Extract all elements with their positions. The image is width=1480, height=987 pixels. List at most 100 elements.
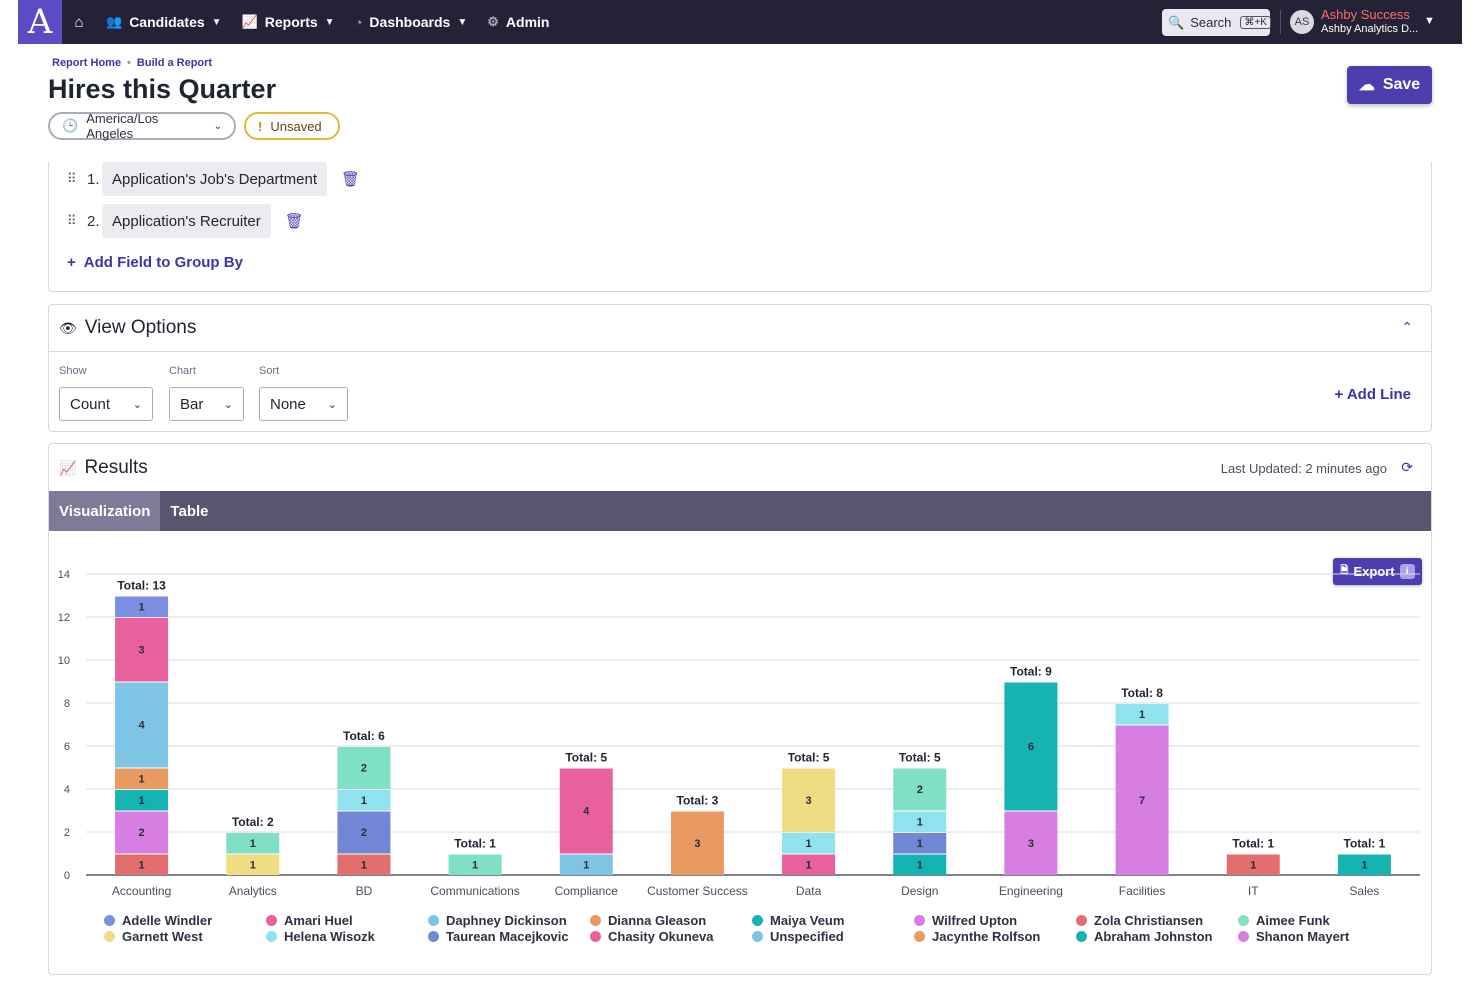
legend-label: Garnett West — [122, 929, 203, 944]
bar-segment — [1004, 811, 1058, 875]
legend-item[interactable]: Daphney Dickinson — [428, 913, 590, 928]
legend-swatch — [1076, 931, 1087, 942]
trash-icon[interactable]: 🗑 — [341, 171, 361, 188]
add-line-button[interactable]: + Add Line — [1334, 386, 1411, 403]
legend-item[interactable]: Shanon Mayert — [1238, 929, 1400, 944]
nav-divider — [1280, 10, 1281, 34]
bar-segment-label: 4 — [139, 720, 146, 732]
save-button[interactable]: ☁ Save — [1347, 66, 1432, 104]
tab-visualization[interactable]: Visualization — [49, 491, 161, 531]
bar-segment — [1226, 854, 1280, 875]
legend-item[interactable]: Helena Wisozk — [266, 929, 428, 944]
breadcrumb-build-report[interactable]: Build a Report — [136, 57, 213, 69]
nav-reports[interactable]: 📈 Reports ▼ — [232, 0, 345, 44]
y-tick-label: 8 — [64, 698, 70, 710]
tab-table[interactable]: Table — [170, 502, 209, 520]
legend-label: Amari Huel — [284, 913, 353, 928]
legend-item[interactable]: Zola Christiansen — [1076, 913, 1238, 928]
bar-segment — [893, 768, 947, 811]
y-tick-label: 10 — [58, 655, 70, 667]
ashby-logo[interactable]: A — [18, 0, 62, 44]
bar-segment — [893, 811, 947, 832]
chart-type-select[interactable]: Bar ⌄ — [169, 387, 244, 421]
x-tick-label: Data — [796, 884, 822, 898]
drag-handle-icon[interactable]: ⠿ — [67, 213, 77, 228]
nav-dashboards[interactable]: ◔ Dashboards ▼ — [345, 0, 478, 44]
bar-total-label: Total: 13 — [117, 579, 166, 593]
legend-item[interactable]: Taurean Macejkovic — [428, 929, 590, 944]
bar-segment — [115, 854, 169, 875]
view-options-header[interactable]: 👁 View Options — [49, 305, 1431, 352]
bar-segment — [1115, 725, 1169, 875]
home-icon[interactable]: ⌂ — [74, 13, 84, 31]
group-by-field[interactable]: Application's Recruiter — [102, 204, 271, 238]
bar-segment — [115, 618, 169, 682]
timezone-select[interactable]: 🕒 America/Los Angeles ⌄ — [48, 111, 236, 141]
avatar[interactable]: AS — [1290, 10, 1314, 34]
legend-item[interactable]: Dianna Gleason — [590, 913, 752, 928]
last-updated-text: Last Updated: 2 minutes ago — [1220, 461, 1387, 476]
bar-segment-label: 1 — [917, 859, 923, 871]
drag-handle-icon[interactable]: ⠿ — [67, 171, 77, 186]
group-by-row: ⠿ 2. Application's Recruiter 🗑 — [67, 204, 304, 238]
legend-label: Zola Christiansen — [1094, 913, 1204, 928]
add-group-by-button[interactable]: + Add Field to Group By — [67, 254, 243, 271]
legend-item[interactable]: Adelle Windler — [104, 913, 266, 928]
nav-admin-label: Admin — [505, 14, 550, 30]
legend-item[interactable]: Chasity Okuneva — [590, 929, 752, 944]
chevron-down-icon[interactable]: ▼ — [1424, 15, 1435, 27]
sort-value: None — [270, 395, 306, 413]
user-name[interactable]: Ashby Success — [1321, 7, 1410, 22]
sort-label: Sort — [259, 365, 280, 377]
legend-label: Shanon Mayert — [1256, 929, 1350, 944]
sort-select[interactable]: None ⌄ — [259, 387, 348, 421]
show-select[interactable]: Count ⌄ — [59, 387, 153, 421]
show-value: Count — [70, 395, 111, 413]
bar-segment — [226, 833, 280, 854]
bar-segment — [782, 833, 836, 854]
legend-item[interactable]: Wilfred Upton — [914, 913, 1076, 928]
group-by-field[interactable]: Application's Job's Department — [102, 162, 327, 196]
bar-total-label: Total: 6 — [343, 729, 385, 743]
legend-item[interactable]: Unspecified — [752, 929, 914, 944]
legend-item[interactable]: Amari Huel — [266, 913, 428, 928]
bar-total-label: Total: 2 — [232, 815, 274, 829]
legend-item[interactable]: Jacynthe Rolfson — [914, 929, 1076, 944]
bar-total-label: Total: 9 — [1010, 665, 1052, 679]
bar-segment-label: 7 — [1139, 795, 1145, 807]
legend-item[interactable]: Maiya Veum — [752, 913, 914, 928]
page-title: Hires this Quarter — [48, 74, 277, 104]
nav-reports-label: Reports — [264, 14, 318, 30]
nav-admin[interactable]: ⚙ Admin — [477, 0, 559, 44]
bar-total-label: Total: 1 — [1232, 837, 1274, 851]
nav-candidates[interactable]: 👥 Candidates ▼ — [96, 0, 232, 44]
y-tick-label: 0 — [64, 870, 70, 882]
organization-name[interactable]: Ashby Analytics D... — [1321, 23, 1419, 35]
legend-label: Dianna Gleason — [608, 913, 707, 928]
bar-segment-label: 1 — [806, 859, 812, 871]
refresh-icon[interactable]: ⟳ — [1401, 459, 1413, 475]
bar-segment — [337, 854, 391, 875]
chevron-down-icon: ⌄ — [327, 398, 337, 411]
search-button[interactable]: 🔍 Search ⌘+K — [1162, 9, 1271, 36]
legend-item[interactable]: Aimee Funk — [1238, 913, 1400, 928]
legend-swatch — [590, 915, 601, 926]
bar-segment — [448, 854, 502, 875]
trash-icon[interactable]: 🗑 — [284, 213, 304, 230]
x-tick-label: Compliance — [555, 884, 619, 898]
legend-item[interactable]: Abraham Johnston — [1076, 929, 1238, 944]
x-tick-label: Design — [901, 884, 938, 898]
legend-swatch — [428, 915, 439, 926]
chevron-down-icon: ▼ — [324, 16, 335, 28]
bar-segment — [337, 747, 391, 789]
legend-swatch — [266, 931, 277, 942]
document-icon: 🗎 — [1340, 565, 1349, 576]
breadcrumb-report-home[interactable]: Report Home — [52, 57, 122, 69]
group-by-number: 1. — [87, 170, 100, 188]
timezone-value: America/Los Angeles — [86, 111, 159, 141]
info-icon[interactable]: i — [1399, 564, 1415, 579]
export-button[interactable]: 🗎 Export i — [1333, 558, 1422, 585]
bar-total-label: Total: 5 — [788, 751, 830, 765]
legend-item[interactable]: Garnett West — [104, 929, 266, 944]
chevron-up-icon[interactable]: ⌃ — [1401, 319, 1413, 335]
